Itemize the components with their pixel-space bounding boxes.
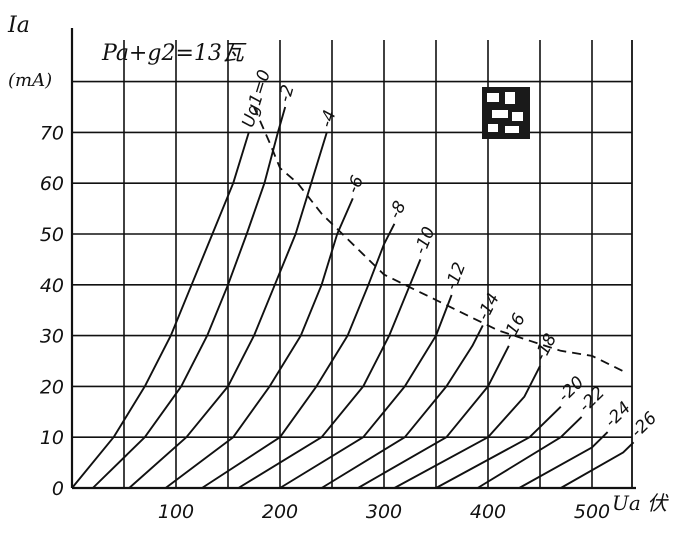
characteristic-curve — [477, 416, 583, 489]
y-tick-label: 70 — [40, 122, 64, 144]
y-tick-label: 30 — [40, 326, 64, 348]
characteristic-curve — [435, 406, 562, 489]
curve-label: -2 — [275, 83, 299, 105]
y-tick-label: 50 — [40, 224, 64, 246]
y-axis-label: Ia — [7, 13, 30, 38]
curve-label: -4 — [316, 108, 340, 130]
characteristic-curve — [518, 431, 609, 489]
x-tick-label: 300 — [366, 501, 402, 523]
stamp-mark — [482, 87, 530, 139]
y-tick-label: 0 — [52, 478, 64, 500]
characteristic-curve — [237, 259, 422, 489]
axes: 100 200 300 400 500 0 10 20 30 40 50 60 70 — [40, 28, 636, 523]
x-tick-label: 400 — [470, 501, 506, 523]
y-tick-label: 10 — [40, 427, 64, 449]
characteristic-curve — [279, 294, 453, 489]
characteristic-curve — [560, 441, 635, 489]
x-tick-label: 100 — [158, 501, 194, 523]
characteristic-curve — [393, 365, 541, 489]
characteristic-curve — [165, 198, 354, 489]
characteristic-curve — [357, 345, 510, 489]
y-axis-unit: (mA) — [8, 70, 52, 91]
characteristic-curve — [92, 106, 287, 489]
curve-label: -6 — [343, 173, 368, 197]
chart-title: Pa+g2=13瓦 — [101, 41, 247, 66]
characteristic-curve — [71, 132, 250, 489]
characteristic-curve — [201, 223, 396, 489]
y-tick-label: 60 — [40, 173, 64, 195]
x-tick-label: 200 — [262, 501, 298, 523]
x-tick-label: 500 — [574, 501, 610, 523]
curves — [71, 106, 635, 489]
characteristic-curve — [321, 324, 484, 489]
dissipation-limit-curve — [253, 106, 624, 373]
characteristic-curve — [128, 132, 328, 489]
x-axis-label: Ua 伏 — [612, 491, 669, 515]
y-tick-label: 40 — [40, 275, 64, 297]
y-tick-label: 20 — [40, 376, 64, 398]
